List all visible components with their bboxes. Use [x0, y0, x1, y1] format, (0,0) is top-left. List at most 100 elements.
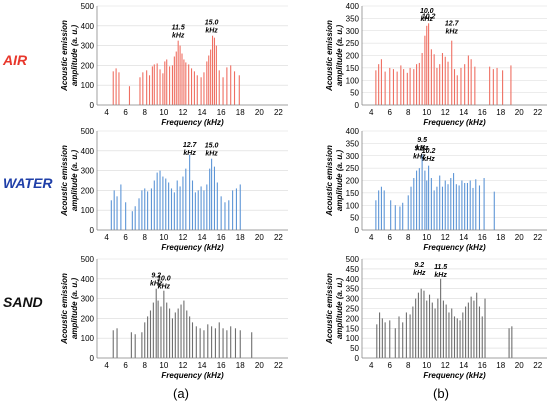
- x-tick-label: 4: [369, 108, 374, 117]
- y-axis-title: Acoustic emission: [325, 145, 334, 217]
- x-tick-label: 4: [369, 361, 374, 370]
- annotation-label: 10.2: [422, 148, 436, 155]
- x-tick-label: 16: [217, 233, 226, 242]
- y-tick-label: 500: [81, 2, 95, 11]
- annotation-label: kHz: [158, 284, 171, 291]
- column-label-a: (a): [173, 386, 189, 401]
- y-tick-label: 100: [346, 201, 360, 210]
- x-tick-label: 4: [104, 233, 109, 242]
- annotation-label: kHz: [205, 151, 218, 158]
- x-tick-label: 16: [217, 361, 226, 370]
- chart-air-b: 0 50 100 150 200 250 300 350 400 4 6 8 10 12 14 16 18 20 2…: [325, 2, 547, 127]
- y-tick-label: 100: [81, 334, 95, 343]
- y-tick-label: 450: [346, 265, 360, 274]
- row-label-water: WATER: [3, 175, 53, 191]
- x-tick-label: 22: [533, 108, 542, 117]
- y-axis-title: amplitude (a. u.): [335, 25, 344, 87]
- annotation-label: 15.0: [205, 143, 219, 150]
- x-tick-label: 8: [406, 361, 411, 370]
- x-tick-label: 6: [388, 233, 393, 242]
- y-tick-label: 200: [81, 61, 95, 70]
- y-tick-label: 0: [355, 354, 360, 363]
- y-axis-title: Acoustic emission: [60, 145, 69, 217]
- x-tick-label: 6: [123, 108, 128, 117]
- x-tick-label: 8: [406, 233, 411, 242]
- annotation-label: 10.0: [157, 276, 171, 283]
- x-tick-label: 22: [533, 233, 542, 242]
- x-tick-label: 12: [441, 361, 450, 370]
- y-tick-label: 100: [81, 206, 95, 215]
- x-tick-label: 12: [178, 108, 187, 117]
- x-tick-label: 20: [515, 233, 524, 242]
- y-tick-label: 200: [81, 314, 95, 323]
- x-tick-label: 20: [515, 108, 524, 117]
- chart-air-a: 0 100 200 300 400 500 4 6 8 10 12 14 16 18 20 22 Frequen…: [60, 2, 288, 127]
- y-tick-label: 300: [81, 167, 95, 176]
- x-tick-label: 14: [198, 108, 207, 117]
- x-tick-label: 18: [496, 108, 505, 117]
- y-axis-title: Acoustic emission: [60, 273, 69, 345]
- y-tick-label: 400: [346, 127, 360, 136]
- x-tick-label: 20: [255, 361, 264, 370]
- annotation-label: kHz: [183, 150, 196, 157]
- annotation-label: 11.5: [172, 25, 185, 32]
- x-tick-label: 14: [198, 361, 207, 370]
- chart-water-a: 0 100 200 300 400 500 4 6 8 10 12 14 16 18 20 22 Frequen…: [60, 127, 288, 252]
- y-tick-label: 50: [350, 89, 359, 98]
- annotation-label: 11.5: [434, 264, 447, 271]
- annotation-label: kHz: [413, 270, 426, 277]
- x-tick-label: 12: [178, 361, 187, 370]
- y-tick-label: 250: [346, 164, 360, 173]
- row-labels: AIR WATER SAND: [2, 52, 53, 310]
- x-tick-label: 6: [388, 361, 393, 370]
- y-tick-label: 300: [346, 152, 360, 161]
- x-tick-label: 4: [369, 233, 374, 242]
- annotation-label: kHz: [172, 33, 185, 40]
- y-axis-title: amplitude (a. u.): [70, 150, 79, 212]
- x-tick-label: 20: [515, 361, 524, 370]
- y-tick-label: 150: [346, 324, 360, 333]
- x-tick-label: 18: [496, 233, 505, 242]
- y-tick-label: 0: [90, 354, 95, 363]
- y-tick-label: 300: [346, 295, 360, 304]
- x-tick-label: 14: [459, 108, 468, 117]
- annotation-label: kHz: [421, 16, 434, 23]
- annotation-label: kHz: [205, 28, 218, 35]
- y-tick-label: 250: [346, 305, 360, 314]
- x-tick-label: 12: [178, 233, 187, 242]
- annotation-label: 12.7: [183, 142, 198, 149]
- row-label-sand: SAND: [3, 294, 43, 310]
- annotation-label: 9.5: [417, 137, 427, 144]
- x-tick-label: 16: [478, 361, 487, 370]
- y-tick-label: 0: [355, 226, 360, 235]
- x-tick-label: 8: [143, 108, 148, 117]
- x-tick-label: 20: [255, 108, 264, 117]
- annotation-label: 10.2: [422, 14, 436, 21]
- x-tick-label: 12: [441, 108, 450, 117]
- x-tick-label: 18: [236, 108, 245, 117]
- x-tick-label: 4: [104, 108, 109, 117]
- y-axis-title: Acoustic emission: [325, 273, 334, 345]
- annotation-label: kHz: [422, 156, 435, 163]
- x-tick-label: 22: [274, 108, 283, 117]
- y-axis-title: Acoustic emission: [325, 20, 334, 92]
- annotation-label: kHz: [434, 272, 447, 279]
- x-tick-label: 14: [198, 233, 207, 242]
- y-tick-label: 400: [346, 2, 360, 11]
- x-tick-label: 22: [274, 233, 283, 242]
- x-tick-label: 16: [478, 233, 487, 242]
- y-tick-label: 350: [346, 139, 360, 148]
- chart-water-b: 0 50 100 150 200 250 300 350 400 4 6 8 10 12 14 16 18 20 2…: [325, 127, 547, 252]
- annotation-label: 9.2: [414, 145, 424, 152]
- x-tick-label: 4: [104, 361, 109, 370]
- y-axis-title: amplitude (a. u.): [335, 278, 344, 340]
- x-tick-label: 18: [236, 233, 245, 242]
- annotation-label: 9.2: [414, 262, 424, 269]
- x-axis-title: Frequency (kHz): [423, 243, 486, 252]
- y-tick-label: 200: [346, 177, 360, 186]
- y-tick-label: 150: [346, 64, 360, 73]
- annotation-label: 10.0: [420, 8, 434, 15]
